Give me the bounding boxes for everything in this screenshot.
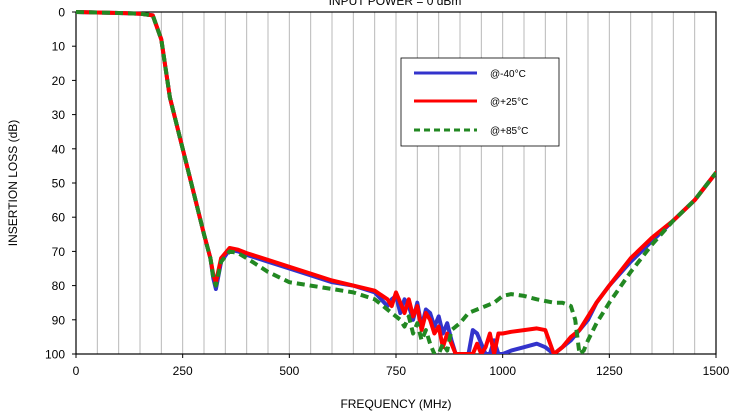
x-tick-label: 1250 bbox=[596, 364, 623, 378]
x-tick-label: 250 bbox=[173, 364, 193, 378]
legend-label: @+25°C bbox=[490, 97, 528, 108]
series-line-2 bbox=[76, 10, 716, 354]
x-tick-label: 1500 bbox=[703, 364, 730, 378]
y-axis-title: INSERTION LOSS (dB) bbox=[6, 120, 20, 246]
x-tick-label: 1000 bbox=[489, 364, 516, 378]
x-axis-title: FREQUENCY (MHz) bbox=[340, 397, 451, 411]
series-lines bbox=[76, 10, 716, 354]
x-tick-label: 500 bbox=[279, 364, 299, 378]
y-tick-label: 90 bbox=[52, 313, 66, 327]
y-tick-label: 10 bbox=[52, 40, 66, 54]
x-tick-label: 750 bbox=[386, 364, 406, 378]
legend-label: @+85°C bbox=[490, 126, 528, 137]
y-tick-label: 50 bbox=[52, 177, 66, 191]
y-tick-label: 30 bbox=[52, 108, 66, 122]
y-tick-label: 0 bbox=[58, 6, 65, 20]
y-tick-label: 80 bbox=[52, 279, 66, 293]
series-line-3 bbox=[76, 10, 716, 354]
chart-title: INPUT POWER = 0 dBm bbox=[329, 0, 462, 8]
y-tick-label: 100 bbox=[45, 348, 65, 362]
vertical-gridlines bbox=[96, 12, 696, 354]
y-tick-label: 40 bbox=[52, 142, 66, 156]
y-tick-label: 60 bbox=[52, 211, 66, 225]
legend: @-40°C @+25°C @+85°C bbox=[400, 57, 560, 147]
x-tick-label: 0 bbox=[73, 364, 80, 378]
y-tick-label: 70 bbox=[52, 245, 66, 259]
y-tick-label: 20 bbox=[52, 74, 66, 88]
legend-label: @-40°C bbox=[490, 69, 526, 80]
axis-ticks: 0 250 500 750 1000 1250 1500 0 10 20 30 40 50 60 70 80 9… bbox=[45, 6, 730, 379]
